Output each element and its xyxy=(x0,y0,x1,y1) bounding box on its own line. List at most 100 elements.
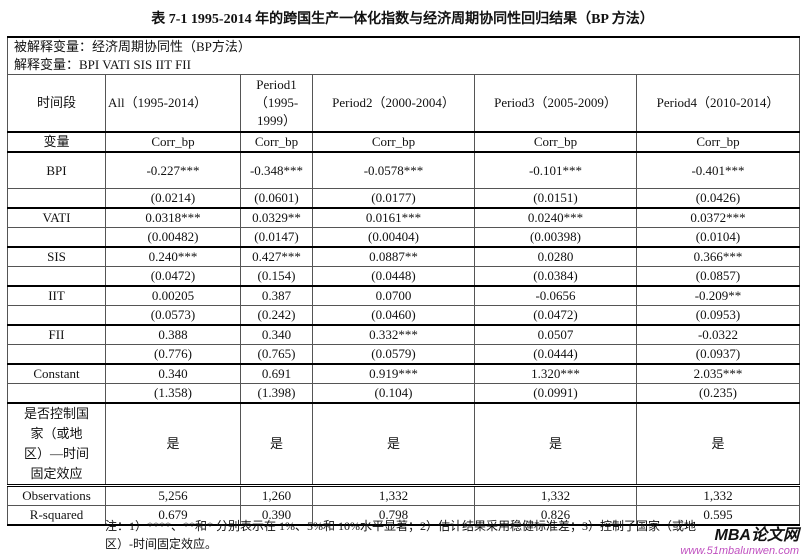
cell: (0.0177) xyxy=(312,188,475,209)
table-row: Constant 0.340 0.691 0.919*** 1.320*** 2.035*… xyxy=(7,363,800,384)
cell: -0.227*** xyxy=(105,151,241,189)
cell: (0.00398) xyxy=(474,227,637,248)
cell: -0.348*** xyxy=(240,151,313,189)
cell: Period4（2010-2014） xyxy=(636,74,800,133)
cell: 0.332*** xyxy=(312,324,475,345)
cell: 是 xyxy=(636,402,800,486)
cell: (0.0147) xyxy=(240,227,313,248)
cell: All（1995-2014） xyxy=(105,74,241,133)
cell: 1,332 xyxy=(474,484,637,506)
cell: 是 xyxy=(240,402,313,486)
fixed-effects-row: 是否控制国家（或地区）—时间固定效应是是是是是 xyxy=(7,402,800,486)
cell: SIS xyxy=(7,246,106,267)
cell: -0.0578*** xyxy=(312,151,475,189)
cell: 0.00205 xyxy=(105,285,241,306)
cell: -0.101*** xyxy=(474,151,637,189)
cell: 0.0887** xyxy=(312,246,475,267)
cell: Corr_bp xyxy=(312,131,475,153)
cell: Corr_bp xyxy=(240,131,313,153)
cell: 0.340 xyxy=(105,363,241,384)
table-title: 表 7-1 1995-2014 年的跨国生产一体化指数与经济周期协同性回归结果（… xyxy=(151,12,654,27)
table-row: (0.0573) (0.242) (0.0460) (0.0472) (0.0953) xyxy=(7,305,800,326)
cell: 1,332 xyxy=(312,484,475,506)
cell: 0.240*** xyxy=(105,246,241,267)
cell: 0.595 xyxy=(636,505,800,526)
cell: (0.0448) xyxy=(312,266,475,287)
cell: (0.0601) xyxy=(240,188,313,209)
table-row: IIT 0.00205 0.387 0.0700 -0.0656 -0.209** xyxy=(7,285,800,306)
cell: (0.104) xyxy=(312,383,475,404)
cell: (0.0573) xyxy=(105,305,241,326)
cell: Period2（2000-2004） xyxy=(312,74,475,133)
cell: (0.0857) xyxy=(636,266,800,287)
cell: (0.776) xyxy=(105,344,241,365)
cell: 0.0240*** xyxy=(474,207,637,228)
cell: (0.0444) xyxy=(474,344,637,365)
cell: IIT xyxy=(7,285,106,306)
cell: 0.798 xyxy=(312,505,475,526)
cell: 0.0372*** xyxy=(636,207,800,228)
regression-table: 被解释变量：经济周期协同性（BP方法） 解释变量：BPI VATI SIS II… xyxy=(7,36,800,526)
cell: (1.398) xyxy=(240,383,313,404)
cell: (0.0472) xyxy=(474,305,637,326)
cell: (1.358) xyxy=(105,383,241,404)
cell: 0.0318*** xyxy=(105,207,241,228)
cell xyxy=(7,305,106,326)
cell: (0.154) xyxy=(240,266,313,287)
cell: (0.0151) xyxy=(474,188,637,209)
table-row: SIS 0.240*** 0.427*** 0.0887** 0.0280 0.366**… xyxy=(7,246,800,267)
cell: 1.320*** xyxy=(474,363,637,384)
cell: 0.0507 xyxy=(474,324,637,345)
cell: 0.0329** xyxy=(240,207,313,228)
cell: 是 xyxy=(474,402,637,486)
cell: Corr_bp xyxy=(474,131,637,153)
cell xyxy=(7,227,106,248)
cell: (0.235) xyxy=(636,383,800,404)
cell: -0.209** xyxy=(636,285,800,306)
cell xyxy=(7,383,106,404)
table-note: 注：1）****、**和* 分别表示在 1%、5%和 10%水平显著；2）估计结… xyxy=(105,519,696,551)
table-row: (0.0214) (0.0601) (0.0177) (0.0151) (0.0426) xyxy=(7,188,800,209)
cell: 0.427*** xyxy=(240,246,313,267)
cell: 是 xyxy=(312,402,475,486)
cell xyxy=(7,344,106,365)
cell: (0.00482) xyxy=(105,227,241,248)
cell: (0.0579) xyxy=(312,344,475,365)
cell: 0.387 xyxy=(240,285,313,306)
cell: 0.0161*** xyxy=(312,207,475,228)
table-row: BPI -0.227*** -0.348*** -0.0578*** -0.101***… xyxy=(7,151,800,189)
cell: 5,256 xyxy=(105,484,241,506)
table-row: (0.00482) (0.0147) (0.00404) (0.00398) (0.01… xyxy=(7,227,800,248)
cell: (0.0384) xyxy=(474,266,637,287)
cell: 1,260 xyxy=(240,484,313,506)
explanatory-variables: 解释变量：BPI VATI SIS IIT FII xyxy=(7,56,800,75)
cell: 2.035*** xyxy=(636,363,800,384)
cell: (0.0460) xyxy=(312,305,475,326)
cell: 0.388 xyxy=(105,324,241,345)
cell: (0.0472) xyxy=(105,266,241,287)
cell: (0.0991) xyxy=(474,383,637,404)
cell: -0.0656 xyxy=(474,285,637,306)
cell: -0.401*** xyxy=(636,151,800,189)
cell: 1,332 xyxy=(636,484,800,506)
cell: (0.0104) xyxy=(636,227,800,248)
table-row: VATI 0.0318*** 0.0329** 0.0161*** 0.0240*** 0… xyxy=(7,207,800,228)
cell: 是否控制国家（或地区）—时间固定效应 xyxy=(7,402,106,486)
cell: 0.390 xyxy=(240,505,313,526)
cell: Constant xyxy=(7,363,106,384)
variable-row: 变量 Corr_bp Corr_bp Corr_bp Corr_bp Corr_bp xyxy=(7,131,800,153)
cell: VATI xyxy=(7,207,106,228)
cell: 是 xyxy=(105,402,241,486)
cell: 0.0700 xyxy=(312,285,475,306)
cell: Corr_bp xyxy=(105,131,241,153)
cell: FII xyxy=(7,324,106,345)
observations-row: Observations 5,256 1,260 1,332 1,332 1,332 xyxy=(7,484,800,506)
table-row: (1.358) (1.398) (0.104) (0.0991) (0.235) xyxy=(7,383,800,404)
cell: Observations xyxy=(7,484,106,506)
table-row: (0.776) (0.765) (0.0579) (0.0444) (0.0937) xyxy=(7,344,800,365)
cell: R-squared xyxy=(7,505,106,526)
dependent-variable: 被解释变量：经济周期协同性（BP方法） xyxy=(7,36,800,56)
cell xyxy=(7,266,106,287)
cell: BPI xyxy=(7,151,106,189)
cell: (0.0426) xyxy=(636,188,800,209)
